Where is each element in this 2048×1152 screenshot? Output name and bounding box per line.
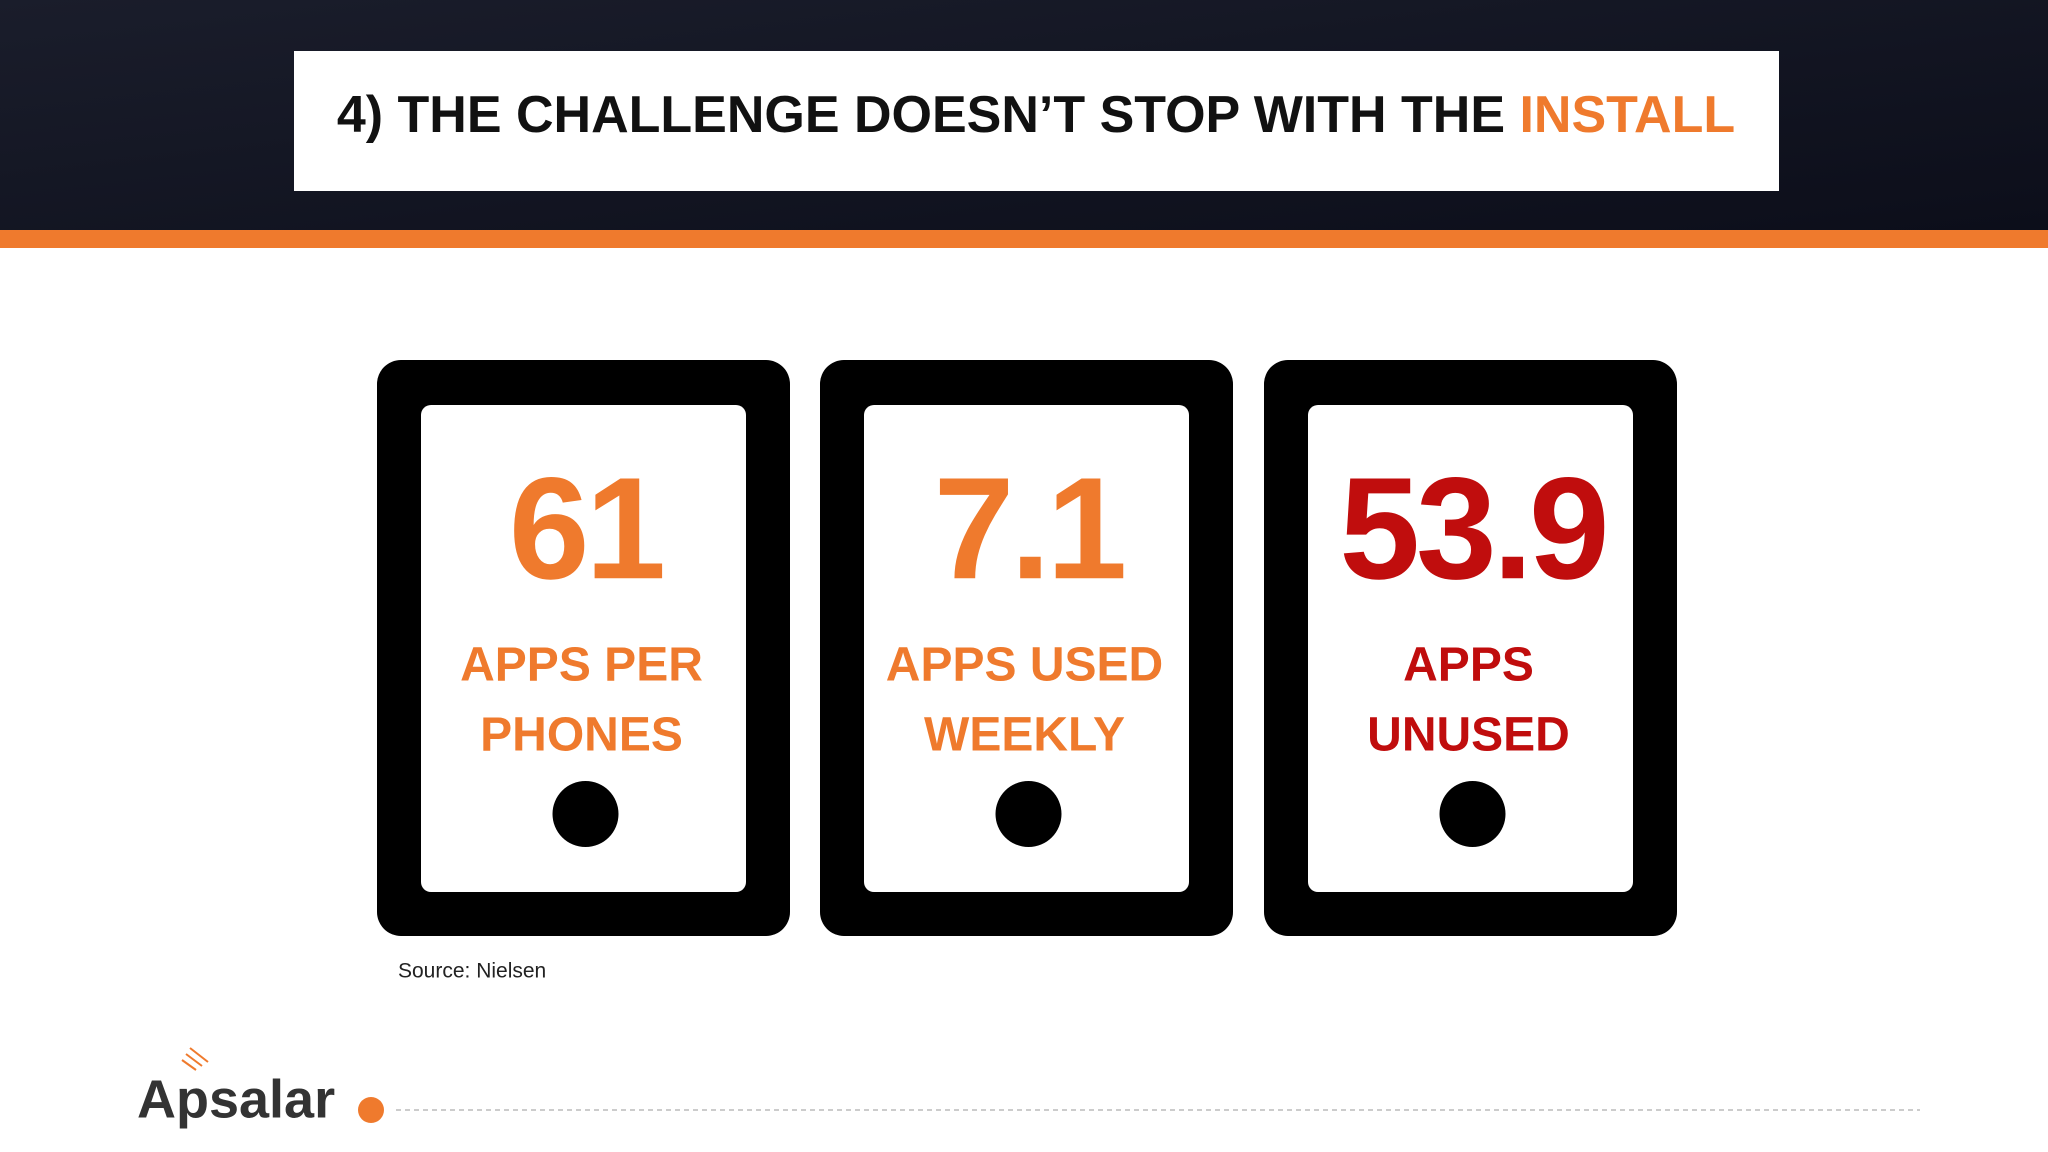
stat-number: 61 bbox=[509, 447, 663, 609]
home-button bbox=[995, 781, 1062, 847]
stat-label: WEEKLY bbox=[924, 709, 1125, 762]
header-stripe bbox=[0, 230, 2048, 248]
cards: 61 APPS PER PHONES 7.1 APPS USED WEEKLY 53.9 AP… bbox=[377, 360, 1677, 936]
stat-number: 53.9 bbox=[1339, 447, 1605, 609]
tablet-screen bbox=[1308, 405, 1633, 892]
source: Source: Nielsen bbox=[398, 960, 546, 983]
tablet-screen bbox=[421, 405, 746, 892]
title-highlight: INSTALL bbox=[1519, 86, 1735, 144]
home-button bbox=[552, 781, 619, 847]
home-button bbox=[1439, 781, 1506, 847]
logo: Apsalar bbox=[137, 1069, 335, 1129]
stat-label: APPS USED bbox=[886, 639, 1163, 692]
stat-number: 7.1 bbox=[934, 447, 1124, 609]
title: 4) THE CHALLENGE DOESN’T STOP WITH THE I… bbox=[337, 86, 1735, 144]
title-box bbox=[294, 51, 1779, 191]
tablet-screen bbox=[864, 405, 1189, 892]
stat-label: PHONES bbox=[480, 709, 683, 762]
stat-label: APPS PER bbox=[460, 639, 703, 692]
logo-dot bbox=[358, 1097, 384, 1123]
stat-label: APPS bbox=[1403, 639, 1534, 692]
title-part: 4) THE CHALLENGE DOESN’T STOP WITH THE bbox=[337, 86, 1520, 144]
logo-mark bbox=[181, 1047, 209, 1071]
stat-label: UNUSED bbox=[1367, 709, 1570, 762]
